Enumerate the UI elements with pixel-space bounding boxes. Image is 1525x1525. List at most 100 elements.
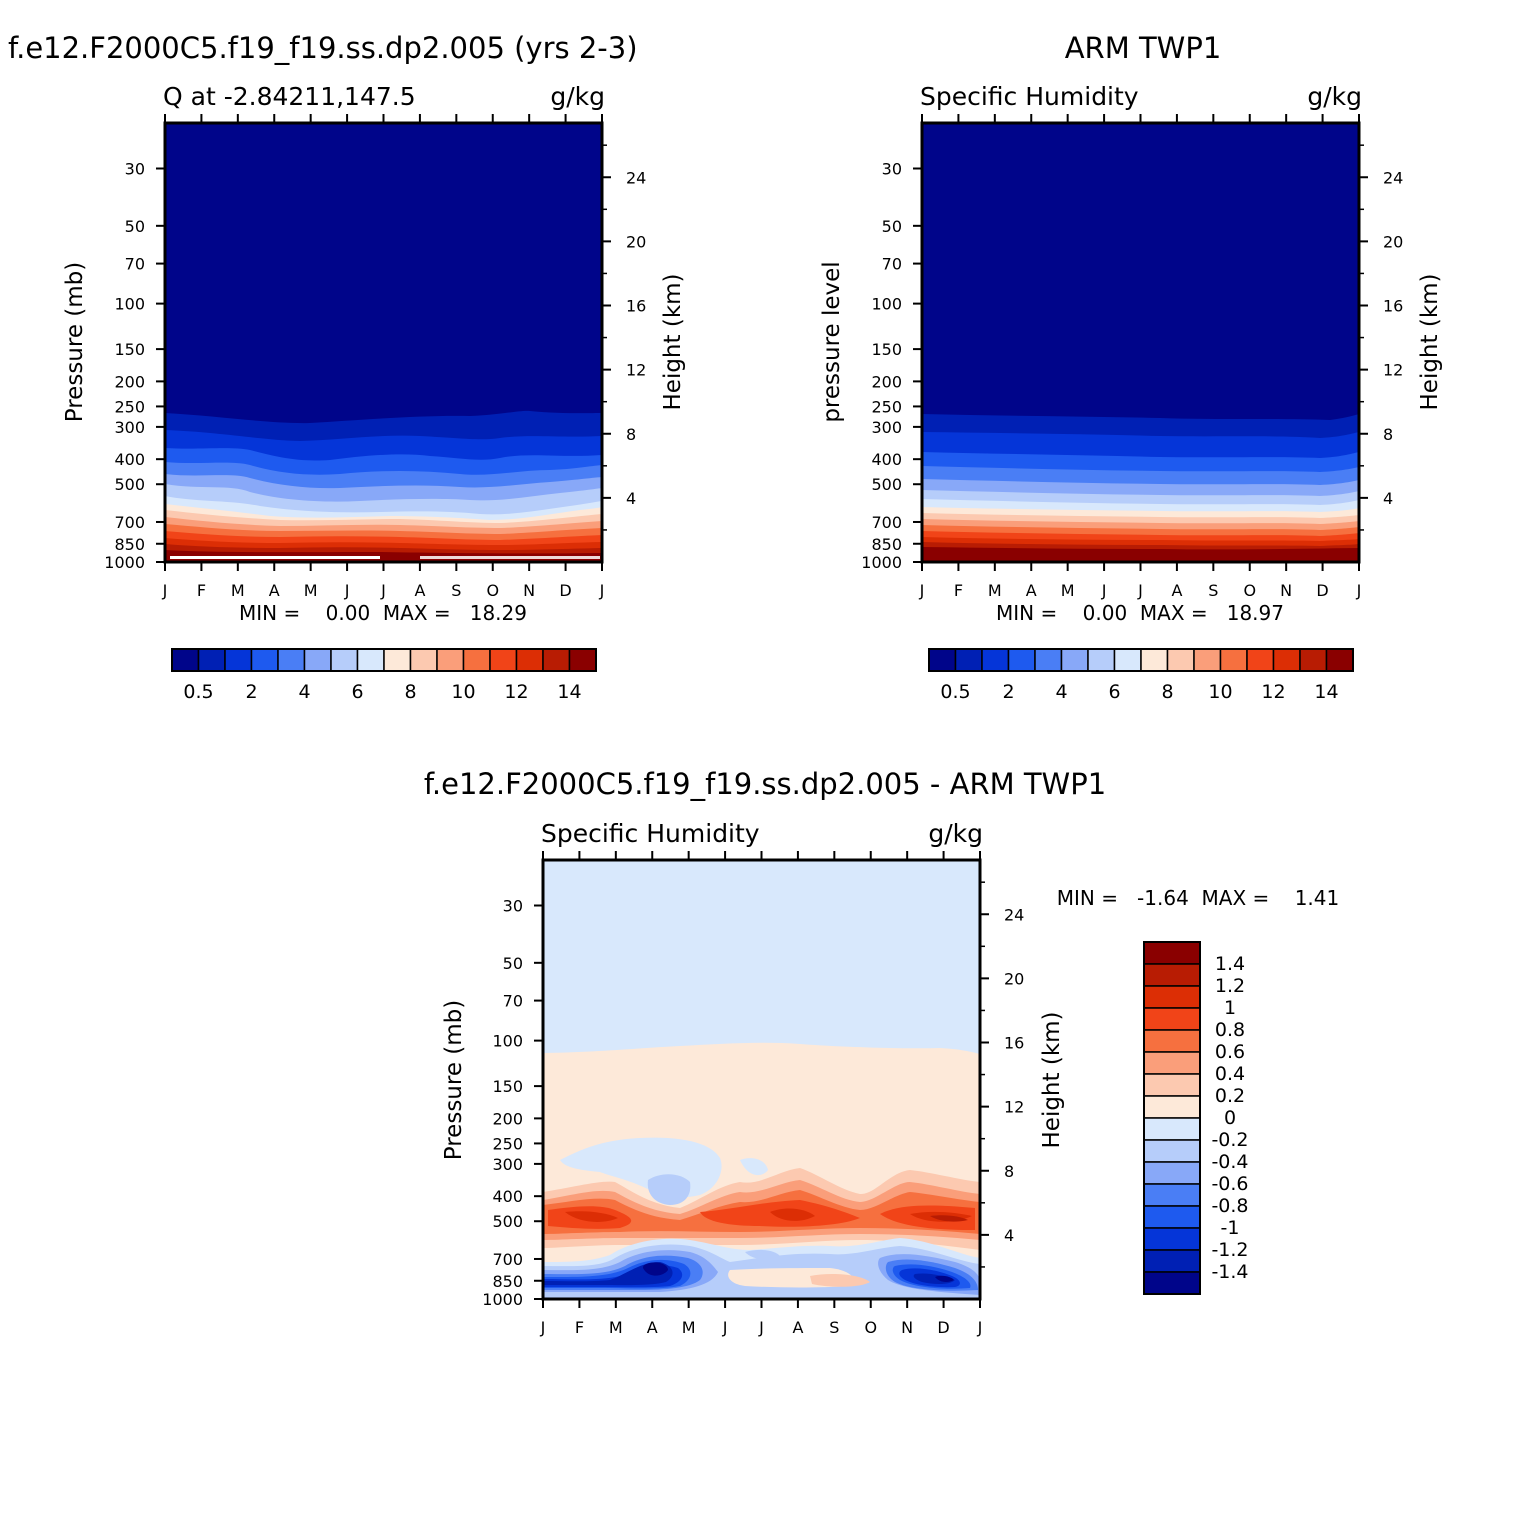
colorbar-label: -0.6	[1211, 1173, 1248, 1195]
colorbar-label: 2	[245, 681, 257, 703]
colorbar-label: -1	[1221, 1217, 1240, 1239]
colorbar-box	[224, 648, 253, 672]
colorbar-label: 14	[1314, 681, 1338, 703]
colorbar-box	[1034, 648, 1063, 672]
y-tick-label: 300	[492, 1155, 523, 1174]
colorbar-label: 10	[1208, 681, 1232, 703]
y-tick-label: 850	[492, 1272, 523, 1291]
colorbar-box	[1272, 648, 1301, 672]
colorbar-box	[462, 648, 491, 672]
y2-tick-label: 4	[626, 489, 636, 508]
y2-tick-label: 16	[626, 297, 646, 316]
y-tick-label: 850	[871, 535, 902, 554]
y-tick-label: 250	[114, 397, 145, 416]
colorbar-box	[1143, 941, 1201, 965]
colorbar-box	[330, 648, 359, 672]
colorbar-box	[277, 648, 306, 672]
x-tick-label: S	[451, 581, 461, 600]
colorbar-label: 0.5	[940, 681, 970, 703]
x-tick-label: M	[988, 581, 1002, 600]
y-axis-label: Pressure (mb)	[441, 1000, 467, 1160]
y2-tick-label: 24	[1383, 168, 1403, 187]
y-tick-label: 700	[492, 1250, 523, 1269]
y2-axis-label: Height (km)	[1417, 273, 1443, 410]
y-tick-label: 200	[114, 372, 145, 391]
colorbar-box	[1143, 1183, 1201, 1207]
y2-tick-label: 8	[1004, 1162, 1014, 1181]
y-tick-label: 250	[871, 397, 902, 416]
contour-field	[922, 123, 1359, 562]
colorbar-box	[1143, 1249, 1201, 1273]
x-tick-label: J	[540, 1318, 546, 1337]
colorbar-label: 8	[404, 681, 416, 703]
colorbar-box	[1143, 1051, 1201, 1075]
colorbar-frame	[1143, 941, 1201, 1295]
colorbar-box	[436, 648, 465, 672]
colorbar-box	[383, 648, 412, 672]
y2-axis-label: Height (km)	[1039, 1011, 1065, 1148]
x-tick-label: A	[1026, 581, 1037, 600]
colorbar-box	[489, 648, 518, 672]
colorbar-box	[1143, 963, 1201, 987]
colorbar-box	[1143, 1073, 1201, 1097]
panel-bottom: f.e12.F2000C5.f19_f19.ss.dp2.005 - ARM T…	[424, 767, 1339, 1337]
colorbar-box	[1143, 1029, 1201, 1053]
colorbar: 0.5 2 4 6 8 10 12 14	[928, 648, 1354, 703]
colorbar-box	[1113, 648, 1142, 672]
colorbar-label: 0.5	[183, 681, 213, 703]
colorbar-box	[568, 648, 597, 672]
colorbar-box	[1299, 648, 1328, 672]
y-tick-label: 700	[871, 513, 902, 532]
colorbar-label: -0.4	[1211, 1151, 1248, 1173]
colorbar-frame	[928, 648, 1354, 672]
colorbar-box	[1246, 648, 1275, 672]
y-tick-label: 400	[114, 450, 145, 469]
colorbar-label: 12	[504, 681, 528, 703]
x-tick-label: M	[231, 581, 245, 600]
panel-subtitle: Specific Humidity	[920, 82, 1139, 111]
y-axis-label: pressure level	[819, 261, 845, 422]
colorbar-label: 6	[351, 681, 363, 703]
units-label: g/kg	[550, 82, 605, 111]
colorbar-box	[1060, 648, 1089, 672]
y-tick-label: 70	[125, 255, 145, 274]
x-tick-label: O	[486, 581, 499, 600]
colorbar-box	[250, 648, 279, 672]
panel-subtitle: Q at -2.84211,147.5	[163, 82, 416, 111]
x-tick-label: J	[344, 581, 350, 600]
colorbar-label: 6	[1108, 681, 1120, 703]
colorbar-label: 12	[1261, 681, 1285, 703]
x-tick-label: J	[722, 1318, 728, 1337]
y-tick-label: 100	[871, 295, 902, 314]
y-tick-label: 200	[492, 1109, 523, 1128]
y2-tick-label: 12	[1004, 1098, 1024, 1117]
y-tick-label: 1000	[482, 1290, 523, 1309]
x-tick-label: N	[523, 581, 535, 600]
colorbar-box	[409, 648, 438, 672]
y-tick-label: 100	[114, 295, 145, 314]
x-tick-label: A	[269, 581, 280, 600]
panel-title: f.e12.F2000C5.f19_f19.ss.dp2.005 (yrs 2-…	[8, 31, 638, 65]
contour-field	[165, 123, 602, 562]
y2-tick-label: 12	[1383, 361, 1403, 380]
panel-title: ARM TWP1	[1065, 31, 1222, 65]
colorbar-box	[928, 648, 957, 672]
colorbar-box	[542, 648, 571, 672]
x-tick-label: J	[919, 581, 925, 600]
x-tick-label: S	[1208, 581, 1218, 600]
colorbar-box	[197, 648, 226, 672]
y2-tick-label: 8	[1383, 425, 1393, 444]
colorbar-box	[1143, 1139, 1201, 1163]
y-tick-label: 500	[114, 475, 145, 494]
colorbar-box	[171, 648, 200, 672]
y2-tick-label: 24	[1004, 905, 1024, 924]
colorbar-box	[1219, 648, 1248, 672]
contour-field	[543, 860, 980, 1299]
colorbar-label: 0.6	[1215, 1041, 1245, 1063]
y-tick-label: 200	[871, 372, 902, 391]
colorbar-box	[1143, 1271, 1201, 1295]
colorbar-box	[1143, 1227, 1201, 1251]
x-tick-label: F	[954, 581, 963, 600]
colorbar-box	[303, 648, 332, 672]
x-tick-label: J	[758, 1318, 764, 1337]
